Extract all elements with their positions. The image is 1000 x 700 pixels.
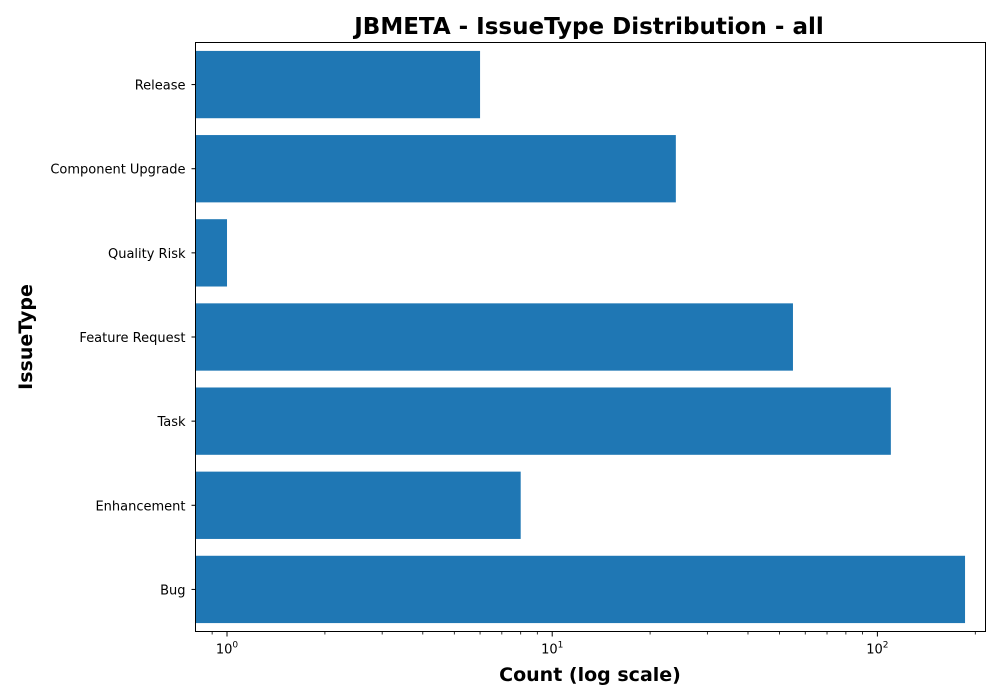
y-tick-label: Enhancement xyxy=(95,499,185,514)
y-tick-label: Bug xyxy=(160,583,185,598)
x-tick-label: 102 xyxy=(866,641,888,658)
bar-release xyxy=(195,50,481,119)
bar-enhancement xyxy=(195,471,521,539)
bar-bug xyxy=(195,555,966,624)
y-tick-label: Component Upgrade xyxy=(50,163,185,178)
bar-feature-request xyxy=(195,303,793,371)
y-tick-label: Quality Risk xyxy=(108,247,186,262)
chart-title: JBMETA - IssueType Distribution - all xyxy=(352,14,824,40)
y-axis-title: IssueType xyxy=(15,284,37,390)
bar-quality-risk xyxy=(195,219,228,287)
bar-task xyxy=(195,387,891,455)
bars-group xyxy=(195,50,966,624)
bar-component-upgrade xyxy=(195,135,676,203)
x-axis-title: Count (log scale) xyxy=(499,664,681,686)
plot-frame xyxy=(195,42,986,632)
y-tick-label: Task xyxy=(156,415,186,430)
y-tick-label: Release xyxy=(135,79,186,94)
x-axis-ticks: 100 101 102 xyxy=(211,631,976,658)
x-tick-label: 100 xyxy=(216,641,239,658)
x-tick-label: 101 xyxy=(541,641,563,658)
y-tick-label: Feature Request xyxy=(79,331,185,346)
y-axis-ticks: Release Component Upgrade Quality Risk Feat… xyxy=(50,79,196,598)
